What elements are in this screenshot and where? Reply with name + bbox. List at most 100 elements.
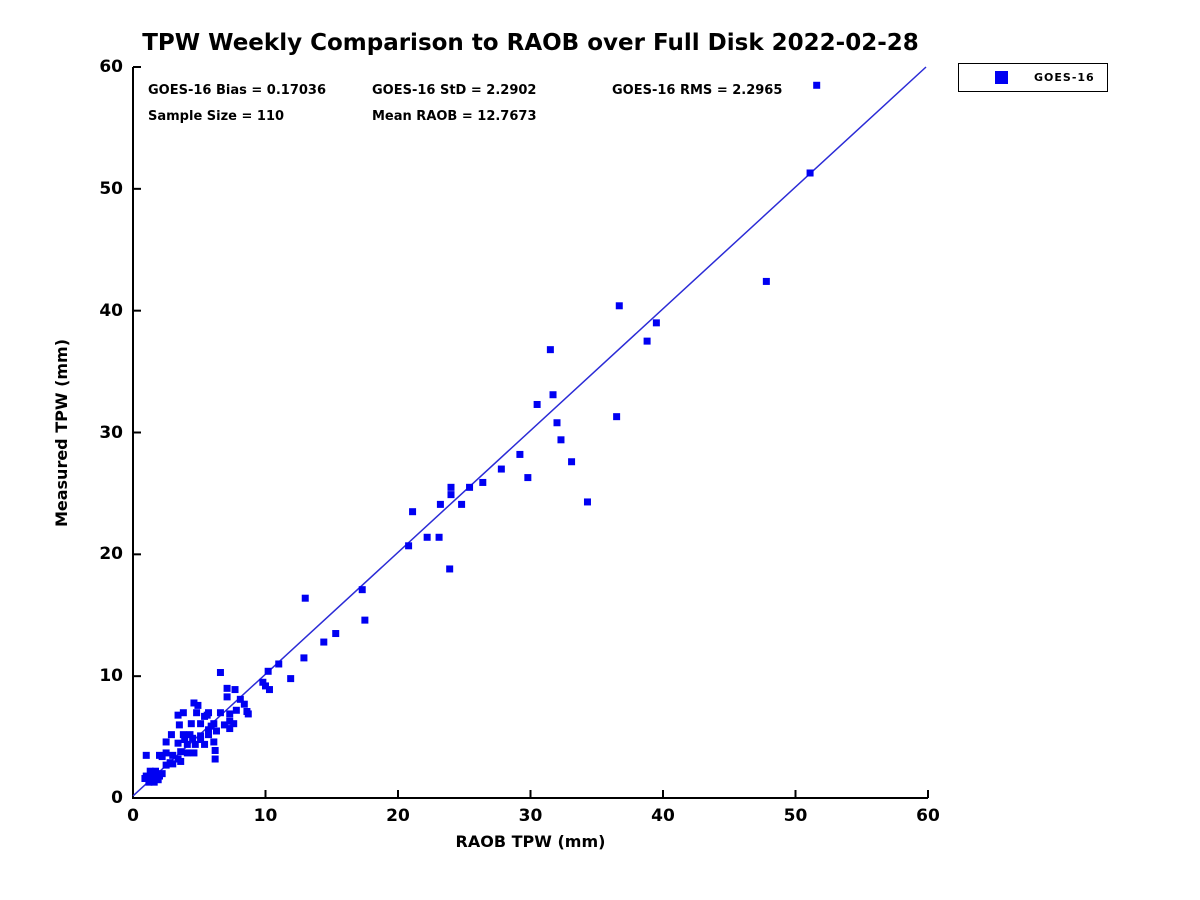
scatter-point <box>181 736 189 744</box>
scatter-point <box>479 478 487 486</box>
scatter-point <box>158 753 166 761</box>
scatter-point <box>231 686 239 694</box>
scatter-point <box>223 693 231 701</box>
scatter-point <box>210 720 218 728</box>
x-tick-label: 10 <box>253 806 278 826</box>
scatter-point <box>146 767 154 775</box>
scatter-point <box>150 778 158 786</box>
scatter-point <box>226 717 234 725</box>
scatter-point <box>154 776 162 784</box>
scatter-point <box>615 302 623 310</box>
scatter-point <box>533 400 541 408</box>
scatter-point <box>446 565 454 573</box>
scatter-point <box>197 732 205 740</box>
scatter-point <box>240 700 248 708</box>
scatter-point <box>183 749 191 757</box>
scatter-point <box>553 419 561 427</box>
y-tick-label: 20 <box>99 544 123 565</box>
x-tick-label: 50 <box>783 806 808 826</box>
scatter-point <box>158 770 166 778</box>
scatter-point <box>226 725 234 733</box>
scatter-point <box>549 391 557 399</box>
scatter-point <box>497 465 505 473</box>
stat-rms: GOES-16 RMS = 2.2965 <box>612 83 783 98</box>
scatter-point <box>167 731 175 739</box>
x-axis-label: RAOB TPW (mm) <box>455 832 606 851</box>
scatter-point <box>193 709 201 717</box>
scatter-point <box>516 450 524 458</box>
chart-title: TPW Weekly Comparison to RAOB over Full … <box>142 30 919 56</box>
y-tick-label: 40 <box>99 300 123 321</box>
scatter-point <box>169 760 177 768</box>
scatter-point <box>205 709 213 717</box>
legend: GOES-16 <box>958 63 1108 92</box>
scatter-point <box>409 508 417 516</box>
scatter-point <box>524 474 532 482</box>
scatter-point <box>583 498 591 506</box>
scatter-point <box>568 458 576 466</box>
scatter-point <box>613 413 621 421</box>
stat-mean-raob: Mean RAOB = 12.7673 <box>372 109 537 124</box>
scatter-point <box>405 542 413 550</box>
scatter-point <box>162 749 170 757</box>
scatter-point <box>259 678 267 686</box>
scatter-point <box>211 746 219 754</box>
scatter-point <box>230 720 238 728</box>
scatter-point <box>557 436 565 444</box>
scatter-point <box>447 491 455 499</box>
scatter-point <box>190 749 198 757</box>
scatter-point <box>148 773 156 781</box>
scatter-point <box>191 740 199 748</box>
scatter-point <box>236 695 244 703</box>
x-tick-label: 60 <box>916 806 940 826</box>
scatter-point <box>211 755 219 763</box>
scatter-point <box>466 483 474 491</box>
scatter-point <box>262 682 269 690</box>
scatter-point <box>179 731 187 739</box>
scatter-point <box>216 709 224 717</box>
scatter-point <box>212 727 220 735</box>
stat-std: GOES-16 StD = 2.2902 <box>372 83 537 98</box>
scatter-point <box>458 500 466 508</box>
scatter-point <box>142 772 150 780</box>
scatter-point <box>162 738 170 746</box>
scatter-point <box>186 731 194 739</box>
scatter-point <box>358 586 366 594</box>
y-tick-label: 0 <box>111 788 123 808</box>
scatter-point <box>162 761 170 769</box>
scatter-point <box>177 748 185 756</box>
scatter-point <box>194 701 202 709</box>
scatter-point <box>264 667 272 675</box>
scatter-point <box>189 734 197 742</box>
scatter-point <box>275 660 283 668</box>
y-tick-label: 10 <box>99 666 123 687</box>
x-tick-label: 0 <box>127 806 139 826</box>
scatter-point <box>806 169 814 177</box>
scatter-point <box>197 720 205 728</box>
scatter-point <box>435 533 443 541</box>
scatter-point <box>265 686 273 694</box>
scatter-point <box>177 757 185 765</box>
x-tick-label: 40 <box>651 806 675 826</box>
stat-sample-size: Sample Size = 110 <box>148 109 285 124</box>
scatter-point <box>223 684 231 692</box>
scatter-point <box>287 675 295 683</box>
scatter-point <box>361 616 369 624</box>
scatter-point <box>762 277 770 285</box>
scatter-point <box>205 731 213 739</box>
scatter-point <box>216 669 224 677</box>
scatter-point <box>183 740 191 748</box>
scatter-point <box>226 710 234 718</box>
scatter-point <box>174 711 182 719</box>
scatter-point <box>201 712 209 720</box>
scatter-point <box>232 706 240 714</box>
scatter-point <box>169 751 177 759</box>
scatter-point <box>423 533 431 541</box>
scatter-point <box>301 594 309 602</box>
scatter-point <box>643 337 651 345</box>
scatter-point <box>436 500 444 508</box>
scatter-point <box>332 630 340 638</box>
legend-marker-icon <box>995 71 1008 84</box>
